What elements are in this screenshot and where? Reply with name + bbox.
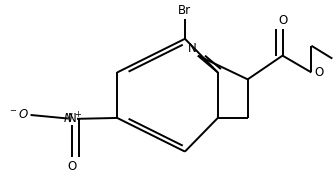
Text: O: O: [315, 66, 324, 79]
Text: $^-O$: $^-O$: [7, 108, 29, 121]
Text: O: O: [278, 14, 287, 27]
Text: Br: Br: [178, 4, 192, 17]
Text: N: N: [187, 42, 196, 55]
Text: $N^+$: $N^+$: [63, 111, 82, 127]
Text: N: N: [68, 112, 77, 125]
Text: O: O: [68, 160, 77, 173]
